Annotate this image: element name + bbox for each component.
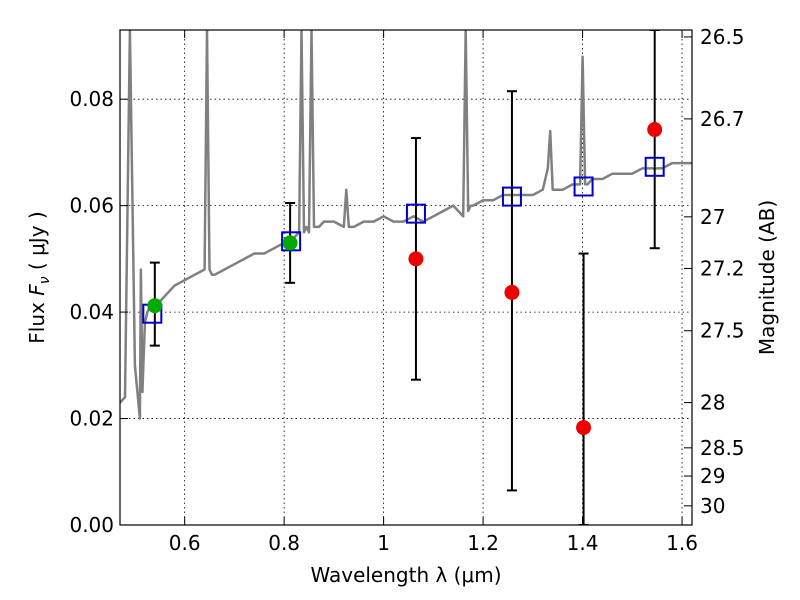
x-axis-label: Wavelength λ (μm) [310,563,501,587]
right-tick-label: 27 [700,205,725,229]
right-tick-label: 28.5 [700,436,745,460]
x-tick-label: 0.8 [268,531,300,555]
plot-frame [119,29,693,526]
right-tick-label: 26.7 [700,107,745,131]
right-tick-label: 27.5 [700,319,745,343]
y-tick-label: 0.02 [69,407,114,431]
y-tick-label: 0.04 [69,300,114,324]
red-data-point [647,122,663,138]
spectrum-line [120,30,692,420]
model-square-point [501,186,522,207]
right-tick-label: 29 [700,464,725,488]
right-tick-label: 27.2 [700,256,745,280]
y-tick-label: 0.08 [69,87,114,111]
x-tick-label: 1 [377,531,390,555]
green-data-point [282,235,298,251]
y-label-subscript: ν [37,276,53,284]
ticks: 0.6 0.8 1 1.2 1.4 1.6 0.00 0.02 0.04 0.06 0.08 26.5… [69,25,744,555]
red-data-point [408,251,424,267]
x-tick-label: 1.6 [666,531,698,555]
x-tick-label: 1.2 [467,531,499,555]
model-square-point [573,176,594,197]
right-tick-label: 30 [700,494,725,518]
right-tick-label: 26.5 [700,25,745,49]
red-data-point [576,420,592,436]
right-axis-label: Magnitude (AB) [755,200,779,355]
y-label-part: Flux [25,296,49,344]
y-axis-label: Flux Fν ( μJy ) [25,211,53,343]
model-square-point [405,203,426,224]
green-data-point [147,298,163,314]
plot-area [120,30,692,525]
y-label-symbol: F [25,284,49,296]
y-label-part: ( μJy ) [25,211,49,276]
y-tick-label: 0.00 [69,513,114,537]
x-tick-label: 1.4 [567,531,599,555]
x-tick-label: 0.6 [169,531,201,555]
y-tick-label: 0.06 [69,194,114,218]
model-square-point [644,156,665,177]
right-tick-label: 28 [700,391,725,415]
red-data-point [504,284,520,300]
